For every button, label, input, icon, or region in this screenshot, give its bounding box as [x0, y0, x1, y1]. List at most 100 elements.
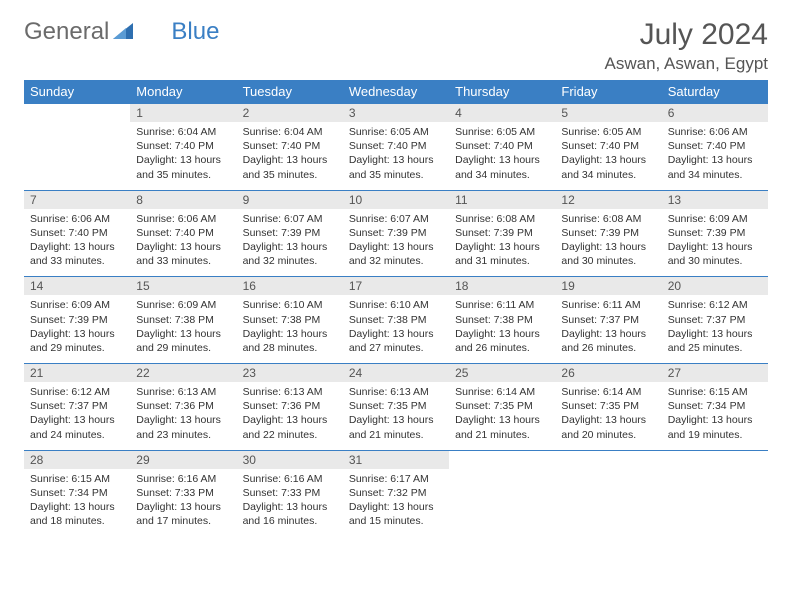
day-body: Sunrise: 6:10 AMSunset: 7:38 PMDaylight:…	[343, 295, 449, 363]
day-body: Sunrise: 6:12 AMSunset: 7:37 PMDaylight:…	[24, 382, 130, 450]
calendar-day-cell	[24, 104, 130, 191]
day-sunset: Sunset: 7:35 PM	[455, 399, 549, 413]
calendar-day-cell: 12Sunrise: 6:08 AMSunset: 7:39 PMDayligh…	[555, 190, 661, 277]
day-body: Sunrise: 6:16 AMSunset: 7:33 PMDaylight:…	[237, 469, 343, 537]
calendar-day-cell: 26Sunrise: 6:14 AMSunset: 7:35 PMDayligh…	[555, 364, 661, 451]
day-number: 12	[555, 191, 661, 209]
day-sunrise: Sunrise: 6:16 AM	[136, 472, 230, 486]
day-sunrise: Sunrise: 6:13 AM	[243, 385, 337, 399]
brand-part1: General	[24, 18, 109, 46]
day-body: Sunrise: 6:14 AMSunset: 7:35 PMDaylight:…	[449, 382, 555, 450]
day-daylight: Daylight: 13 hours and 25 minutes.	[668, 327, 762, 355]
day-sunrise: Sunrise: 6:09 AM	[30, 298, 124, 312]
day-number: 2	[237, 104, 343, 122]
day-daylight: Daylight: 13 hours and 35 minutes.	[349, 153, 443, 181]
day-sunset: Sunset: 7:32 PM	[349, 486, 443, 500]
day-sunrise: Sunrise: 6:15 AM	[668, 385, 762, 399]
day-daylight: Daylight: 13 hours and 17 minutes.	[136, 500, 230, 528]
day-body: Sunrise: 6:15 AMSunset: 7:34 PMDaylight:…	[662, 382, 768, 450]
day-body: Sunrise: 6:06 AMSunset: 7:40 PMDaylight:…	[662, 122, 768, 190]
calendar-body: 1Sunrise: 6:04 AMSunset: 7:40 PMDaylight…	[24, 104, 768, 537]
day-number: 15	[130, 277, 236, 295]
day-body: Sunrise: 6:07 AMSunset: 7:39 PMDaylight:…	[237, 209, 343, 277]
day-sunset: Sunset: 7:33 PM	[136, 486, 230, 500]
day-number: 22	[130, 364, 236, 382]
day-sunset: Sunset: 7:40 PM	[243, 139, 337, 153]
day-sunset: Sunset: 7:37 PM	[30, 399, 124, 413]
day-sunrise: Sunrise: 6:14 AM	[455, 385, 549, 399]
calendar-day-cell: 8Sunrise: 6:06 AMSunset: 7:40 PMDaylight…	[130, 190, 236, 277]
day-daylight: Daylight: 13 hours and 26 minutes.	[561, 327, 655, 355]
day-sunset: Sunset: 7:34 PM	[30, 486, 124, 500]
day-daylight: Daylight: 13 hours and 21 minutes.	[349, 413, 443, 441]
day-daylight: Daylight: 13 hours and 33 minutes.	[136, 240, 230, 268]
calendar-day-cell: 2Sunrise: 6:04 AMSunset: 7:40 PMDaylight…	[237, 104, 343, 191]
calendar-day-cell	[662, 450, 768, 536]
weekday-header: Thursday	[449, 80, 555, 104]
day-number: 5	[555, 104, 661, 122]
day-number: 7	[24, 191, 130, 209]
day-body: Sunrise: 6:10 AMSunset: 7:38 PMDaylight:…	[237, 295, 343, 363]
day-sunrise: Sunrise: 6:06 AM	[668, 125, 762, 139]
day-body: Sunrise: 6:11 AMSunset: 7:37 PMDaylight:…	[555, 295, 661, 363]
day-body: Sunrise: 6:07 AMSunset: 7:39 PMDaylight:…	[343, 209, 449, 277]
calendar-table: SundayMondayTuesdayWednesdayThursdayFrid…	[24, 80, 768, 536]
day-body: Sunrise: 6:08 AMSunset: 7:39 PMDaylight:…	[449, 209, 555, 277]
day-number: 6	[662, 104, 768, 122]
day-sunrise: Sunrise: 6:10 AM	[349, 298, 443, 312]
calendar-day-cell: 27Sunrise: 6:15 AMSunset: 7:34 PMDayligh…	[662, 364, 768, 451]
day-number: 8	[130, 191, 236, 209]
day-sunset: Sunset: 7:38 PM	[455, 313, 549, 327]
day-sunset: Sunset: 7:37 PM	[668, 313, 762, 327]
day-daylight: Daylight: 13 hours and 34 minutes.	[668, 153, 762, 181]
calendar-day-cell: 9Sunrise: 6:07 AMSunset: 7:39 PMDaylight…	[237, 190, 343, 277]
calendar-week-row: 7Sunrise: 6:06 AMSunset: 7:40 PMDaylight…	[24, 190, 768, 277]
day-daylight: Daylight: 13 hours and 16 minutes.	[243, 500, 337, 528]
day-daylight: Daylight: 13 hours and 28 minutes.	[243, 327, 337, 355]
day-number: 9	[237, 191, 343, 209]
day-sunset: Sunset: 7:36 PM	[243, 399, 337, 413]
day-sunset: Sunset: 7:40 PM	[668, 139, 762, 153]
day-sunset: Sunset: 7:39 PM	[30, 313, 124, 327]
day-body: Sunrise: 6:04 AMSunset: 7:40 PMDaylight:…	[237, 122, 343, 190]
day-sunrise: Sunrise: 6:05 AM	[561, 125, 655, 139]
day-daylight: Daylight: 13 hours and 30 minutes.	[561, 240, 655, 268]
day-sunset: Sunset: 7:39 PM	[243, 226, 337, 240]
calendar-week-row: 28Sunrise: 6:15 AMSunset: 7:34 PMDayligh…	[24, 450, 768, 536]
calendar-week-row: 21Sunrise: 6:12 AMSunset: 7:37 PMDayligh…	[24, 364, 768, 451]
calendar-day-cell: 10Sunrise: 6:07 AMSunset: 7:39 PMDayligh…	[343, 190, 449, 277]
calendar-page: General Blue July 2024 Aswan, Aswan, Egy…	[0, 0, 792, 554]
day-sunset: Sunset: 7:35 PM	[349, 399, 443, 413]
day-number: 14	[24, 277, 130, 295]
calendar-day-cell: 13Sunrise: 6:09 AMSunset: 7:39 PMDayligh…	[662, 190, 768, 277]
calendar-day-cell: 6Sunrise: 6:06 AMSunset: 7:40 PMDaylight…	[662, 104, 768, 191]
day-daylight: Daylight: 13 hours and 15 minutes.	[349, 500, 443, 528]
day-body: Sunrise: 6:15 AMSunset: 7:34 PMDaylight:…	[24, 469, 130, 537]
day-number: 23	[237, 364, 343, 382]
day-sunrise: Sunrise: 6:08 AM	[455, 212, 549, 226]
weekday-header: Wednesday	[343, 80, 449, 104]
day-sunrise: Sunrise: 6:04 AM	[136, 125, 230, 139]
brand-logo: General Blue	[24, 18, 219, 46]
day-sunrise: Sunrise: 6:16 AM	[243, 472, 337, 486]
calendar-day-cell: 21Sunrise: 6:12 AMSunset: 7:37 PMDayligh…	[24, 364, 130, 451]
day-number: 11	[449, 191, 555, 209]
day-sunrise: Sunrise: 6:11 AM	[455, 298, 549, 312]
calendar-day-cell: 25Sunrise: 6:14 AMSunset: 7:35 PMDayligh…	[449, 364, 555, 451]
day-number: 29	[130, 451, 236, 469]
day-number: 25	[449, 364, 555, 382]
calendar-day-cell: 22Sunrise: 6:13 AMSunset: 7:36 PMDayligh…	[130, 364, 236, 451]
day-number: 20	[662, 277, 768, 295]
day-number: 31	[343, 451, 449, 469]
day-sunrise: Sunrise: 6:14 AM	[561, 385, 655, 399]
calendar-day-cell: 31Sunrise: 6:17 AMSunset: 7:32 PMDayligh…	[343, 450, 449, 536]
day-daylight: Daylight: 13 hours and 32 minutes.	[349, 240, 443, 268]
day-daylight: Daylight: 13 hours and 32 minutes.	[243, 240, 337, 268]
calendar-day-cell: 23Sunrise: 6:13 AMSunset: 7:36 PMDayligh…	[237, 364, 343, 451]
day-daylight: Daylight: 13 hours and 34 minutes.	[455, 153, 549, 181]
calendar-day-cell: 24Sunrise: 6:13 AMSunset: 7:35 PMDayligh…	[343, 364, 449, 451]
day-sunset: Sunset: 7:37 PM	[561, 313, 655, 327]
weekday-header: Saturday	[662, 80, 768, 104]
day-sunrise: Sunrise: 6:05 AM	[455, 125, 549, 139]
calendar-day-cell: 17Sunrise: 6:10 AMSunset: 7:38 PMDayligh…	[343, 277, 449, 364]
